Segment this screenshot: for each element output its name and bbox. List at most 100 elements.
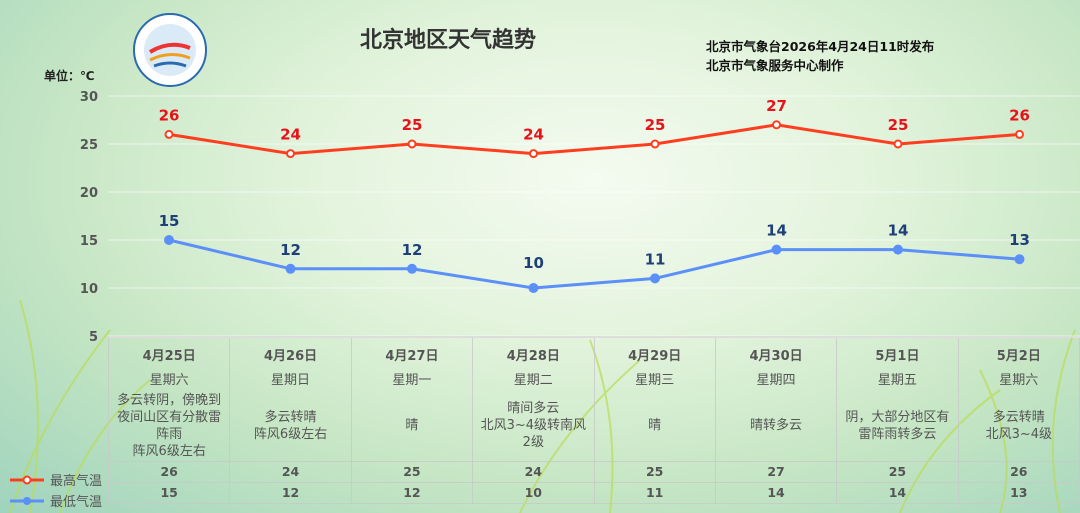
data-point [528, 283, 539, 293]
weather-cell: 多云转晴 阵风6级左右 [229, 391, 352, 462]
date-cell: 4月27日 [350, 336, 474, 365]
date-cell: 4月30日 [714, 336, 838, 365]
data-point [1015, 129, 1024, 139]
min-temp-cell: 14 [836, 481, 959, 504]
weekday-cell: 星期五 [836, 365, 959, 391]
legend-min-marker [10, 496, 44, 505]
legend-max: 最高气温 [10, 470, 102, 489]
data-label: 26 [1009, 106, 1030, 124]
legend-max-label: 最高气温 [50, 474, 103, 489]
legend-min: 最低气温 [10, 491, 102, 510]
data-label: 24 [280, 126, 301, 144]
weather-line: 多云转晴 [264, 409, 317, 425]
min-temp-cell: 13 [957, 481, 1080, 504]
min-temp-cell: 11 [593, 481, 716, 504]
issue-time: 北京市气象台2026年4月24日11时发布 [706, 39, 935, 54]
weekday-cell: 星期六 [107, 365, 231, 391]
series-line-min [168, 238, 1020, 290]
weather-line: 阴，大部分地区有 [845, 409, 950, 425]
data-point [772, 120, 781, 130]
data-point [650, 273, 660, 284]
date-cell: 4月25日 [107, 336, 231, 365]
issuer-info: 北京市气象台2026年4月24日11时发布 北京市气象服务中心制作 [706, 37, 934, 75]
min-temp-cell: 14 [714, 481, 838, 504]
data-label: 14 [766, 222, 787, 240]
max-temp-cell: 27 [714, 460, 838, 483]
data-label: 12 [280, 241, 301, 259]
max-temp-cell: 26 [957, 460, 1080, 483]
weather-line: 阵风6级左右 [253, 426, 328, 442]
data-label: 11 [645, 250, 666, 268]
weather-line: 夜间山区有分散雷 [117, 409, 222, 425]
min-temp-cell: 10 [472, 481, 595, 504]
y-tick-label: 15 [80, 234, 98, 249]
data-point [286, 149, 295, 159]
max-temp-cell: 24 [472, 460, 595, 483]
data-point [164, 235, 174, 245]
date-cell: 5月2日 [957, 336, 1080, 365]
weather-line: 晴 [648, 418, 662, 434]
max-temp-cell: 26 [107, 460, 231, 483]
weather-line: 北风3~4级转南风 [480, 418, 587, 434]
producer: 北京市气象服务中心制作 [706, 58, 844, 73]
data-label: 24 [523, 126, 544, 144]
weather-cell: 晴 [350, 391, 474, 462]
weekday-cell: 星期三 [593, 365, 716, 391]
weather-line: 雷阵雨转多云 [858, 426, 937, 442]
data-point [893, 244, 903, 255]
data-point [771, 244, 782, 255]
date-cell: 4月29日 [593, 336, 716, 365]
forecast-table: 4月25日 4月26日 4月27日 4月28日 4月29日 4月30日 5月1日 5月2日 星… [107, 336, 1080, 504]
data-label: 25 [888, 116, 909, 134]
max-temp-cell: 25 [836, 460, 959, 483]
series-line-max [168, 123, 1020, 156]
min-temp-cell: 12 [350, 481, 474, 504]
data-label: 15 [159, 212, 180, 230]
unit-label: 单位：℃ [44, 69, 95, 83]
data-point [529, 149, 538, 159]
data-label: 25 [402, 116, 423, 134]
y-tick-label: 10 [80, 282, 98, 297]
data-point [285, 263, 296, 274]
page-title: 北京地区天气趋势 [360, 28, 537, 53]
y-tick-label: 30 [80, 90, 98, 105]
weekday-cell: 星期四 [714, 365, 838, 391]
data-label: 13 [1009, 231, 1030, 249]
data-point [893, 139, 903, 149]
weekday-cell: 星期六 [957, 365, 1080, 391]
weather-line: 阵雨 [156, 426, 183, 442]
max-temp-cell: 24 [229, 460, 352, 483]
weather-line: 2级 [522, 435, 544, 451]
max-temp-cell: 25 [593, 460, 716, 483]
data-point [1014, 254, 1025, 265]
data-label: 27 [766, 97, 787, 115]
y-tick-label: 5 [89, 330, 98, 345]
data-label: 12 [402, 241, 423, 259]
weather-cell: 多云转晴 北风3~4级 [957, 391, 1080, 462]
weather-line: 晴间多云 [507, 401, 560, 417]
date-cell: 4月28日 [472, 336, 595, 365]
weather-line: 多云转晴 [992, 409, 1045, 425]
weather-cell: 晴转多云 [714, 391, 838, 462]
legend-min-label: 最低气温 [50, 495, 103, 510]
weather-cell: 多云转阴，傍晚到 夜间山区有分散雷 阵雨 阵风6级左右 [107, 391, 231, 462]
data-label: 10 [523, 254, 544, 272]
weekday-cell: 星期二 [472, 365, 595, 391]
meteorological-service-logo [133, 13, 207, 87]
weather-cell: 晴 [593, 391, 716, 462]
weather-cell: 晴间多云 北风3~4级转南风 2级 [472, 391, 595, 462]
y-tick-label: 20 [80, 186, 98, 201]
data-point [407, 263, 417, 274]
weather-line: 北风3~4级 [985, 426, 1053, 442]
weather-line: 多云转阴，傍晚到 [117, 392, 222, 408]
date-cell: 5月1日 [836, 336, 959, 365]
weather-line: 晴转多云 [750, 418, 803, 434]
weather-line: 阵风6级左右 [132, 443, 206, 459]
data-point [164, 129, 174, 139]
max-temp-cell: 25 [350, 460, 474, 483]
data-label: 14 [888, 222, 909, 240]
data-label: 25 [645, 116, 666, 134]
data-label: 26 [159, 106, 180, 124]
y-tick-label: 25 [80, 138, 98, 153]
